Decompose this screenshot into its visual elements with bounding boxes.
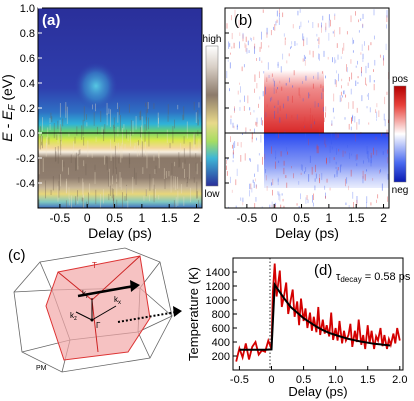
panel-d-ytick-label: 1400 — [206, 267, 230, 279]
panel-d-ytick-label: 1000 — [206, 295, 230, 307]
tau-annotation: τdecay = 0.58 ps — [336, 271, 411, 284]
panel-d-xtick-label: -0.5 — [230, 374, 249, 386]
panel-a: (a) 1.0 0.8 0.6 0.4 0.2 0.0 -0.2 -0.4 -0.5 0 0.5 1… — [0, 3, 221, 241]
panel-c-label: (c) — [8, 247, 26, 264]
xtick-label: 0.5 — [293, 211, 310, 225]
panel-d-ytick-label: 400 — [212, 337, 230, 349]
panel-b: (b) -0.5 0 0.5 1 1.5 2 Delay (ps) pos neg — [224, 7, 409, 241]
panel-b-label: (b) — [234, 12, 252, 29]
panel-a-ylabel: E - EF (eV) — [0, 74, 18, 142]
panel-a-ytick-label: 0.6 — [20, 53, 35, 65]
panel-a-ytick-label: 0.4 — [20, 78, 35, 90]
panel-b-xlabel: Delay (ps) — [275, 225, 339, 241]
kz2-label: kΓ — [82, 289, 90, 300]
panel-a-heatmap — [38, 8, 202, 208]
panel-a-ytick-label: 1.0 — [20, 3, 35, 15]
top-label: T — [92, 261, 97, 270]
panel-c: (c) T kz kx kΓ Γ PM — [8, 247, 182, 373]
panel-b-colorbar — [393, 85, 407, 183]
panel-a-xlabel: Delay (ps) — [88, 225, 152, 241]
colorbar-pos-label: pos — [392, 74, 408, 85]
panel-a-ytick-label: 0.2 — [20, 103, 35, 115]
panel-d-xlabel: Delay (ps) — [288, 384, 347, 399]
panel-d-ytick-label: 600 — [212, 323, 230, 335]
panel-d-xticks: -0.5 0 0.5 1.0 1.5 2.0 — [230, 366, 407, 386]
panel-d-plot — [235, 263, 401, 362]
pm-label: PM — [36, 365, 47, 372]
panel-d: (d) τdecay = 0.58 ps 1400 1200 1000 800 600 4… — [186, 257, 411, 399]
xtick-label: 0.5 — [106, 211, 123, 225]
panel-a-ytick-label: 0.0 — [20, 128, 35, 140]
xtick-label: 1 — [326, 211, 333, 225]
xtick-label: -0.5 — [237, 211, 258, 225]
colorbar-high-label: high — [203, 34, 222, 45]
panel-d-ytick-label: 1200 — [206, 281, 230, 293]
colorbar-neg-label: neg — [392, 185, 409, 196]
gamma-label: Γ — [96, 321, 101, 330]
panel-d-xtick-label: 0.5 — [296, 374, 311, 386]
panel-a-ytick-label: -0.4 — [16, 178, 35, 190]
temperature-data-line — [235, 263, 401, 362]
panel-d-xtick-label: 2.0 — [392, 374, 407, 386]
panel-d-yticks: 1400 1200 1000 800 600 400 200 — [206, 267, 237, 363]
xtick-label: 1.5 — [348, 211, 365, 225]
panel-d-xtick-label: 1.5 — [360, 374, 375, 386]
kz-label: kz — [70, 311, 77, 322]
panel-a-xticks: -0.5 0 0.5 1 1.5 2 — [50, 204, 200, 225]
panel-a-colorbar — [205, 45, 219, 187]
panel-d-label: (d) — [314, 262, 332, 279]
xtick-label: 2 — [193, 211, 200, 225]
panel-a-yticks: 1.0 0.8 0.6 0.4 0.2 0.0 -0.2 -0.4 — [16, 3, 42, 190]
panel-d-ytick-label: 200 — [212, 351, 230, 363]
xtick-label: 2 — [380, 211, 387, 225]
panel-d-ylabel: Temperature (K) — [186, 267, 201, 361]
colorbar-low-label: low — [204, 189, 220, 200]
xtick-label: 0 — [84, 211, 91, 225]
bold-arrow — [77, 284, 135, 298]
panel-d-xtick-label: 0 — [268, 374, 274, 386]
panel-a-ytick-label: 0.8 — [20, 28, 35, 40]
xtick-label: 1 — [139, 211, 146, 225]
kx-label: kx — [114, 295, 121, 306]
panel-a-label: (a) — [42, 12, 60, 29]
pink-plane — [45, 255, 151, 361]
panel-b-yticks — [225, 32, 229, 184]
xtick-label: -0.5 — [50, 211, 71, 225]
panel-a-ytick-label: -0.2 — [16, 153, 35, 165]
xtick-label: 0 — [271, 211, 278, 225]
panel-b-heatmap — [225, 8, 389, 208]
panel-b-xticks: -0.5 0 0.5 1 1.5 2 — [237, 204, 387, 225]
xtick-label: 1.5 — [161, 211, 178, 225]
panel-d-xtick-label: 1.0 — [328, 374, 343, 386]
decay-fit-line — [239, 281, 391, 351]
panel-d-ytick-label: 800 — [212, 309, 230, 321]
